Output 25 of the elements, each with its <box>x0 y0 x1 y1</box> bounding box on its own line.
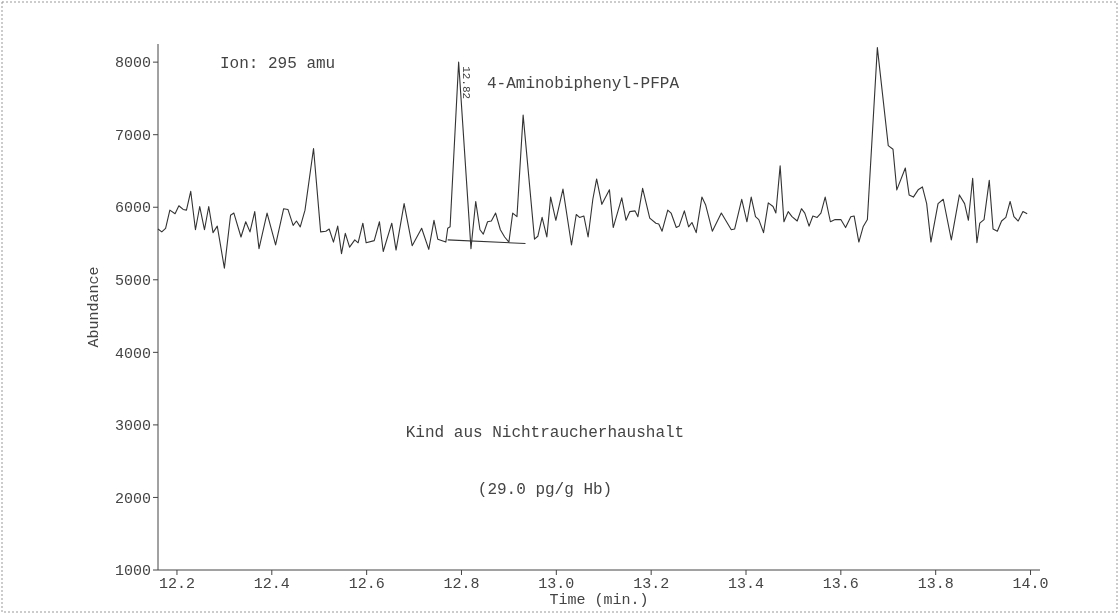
x-tick-label: 13.2 <box>633 576 670 593</box>
x-tick-label: 14.0 <box>1012 576 1049 593</box>
x-tick-label: 13.0 <box>538 576 575 593</box>
x-tick-label: 12.2 <box>158 576 195 593</box>
y-tick-label: 1000 <box>114 563 151 581</box>
annotation: (29.0 pg/g Hb) <box>477 481 613 499</box>
y-tick-label: 6000 <box>114 200 151 218</box>
y-tick-label: 7000 <box>114 127 151 145</box>
x-tick-label: 12.6 <box>348 576 385 593</box>
y-tick-label: 2000 <box>114 490 151 508</box>
x-tick-label: 13.8 <box>917 576 954 593</box>
annotation: Kind aus Nichtraucherhaushalt <box>405 424 685 442</box>
y-tick-label: 5000 <box>114 273 151 291</box>
annotation: 12.82 <box>459 66 472 100</box>
y-tick-label: 4000 <box>114 345 151 363</box>
annotation: Ion: 295 amu <box>220 55 336 73</box>
x-tick-label: 12.8 <box>443 576 480 593</box>
x-axis-title: Time (min.) <box>549 592 649 609</box>
y-axis-title: Abundance <box>86 266 103 348</box>
x-tick-label: 13.6 <box>822 576 859 593</box>
text: 4-Aminobiphenyl-PFPA <box>486 75 680 93</box>
x-tick-label: 13.4 <box>727 576 765 593</box>
y-tick-label: 3000 <box>114 418 151 436</box>
y-tick-label: 8000 <box>114 55 151 73</box>
x-tick-label: 12.4 <box>253 576 290 593</box>
